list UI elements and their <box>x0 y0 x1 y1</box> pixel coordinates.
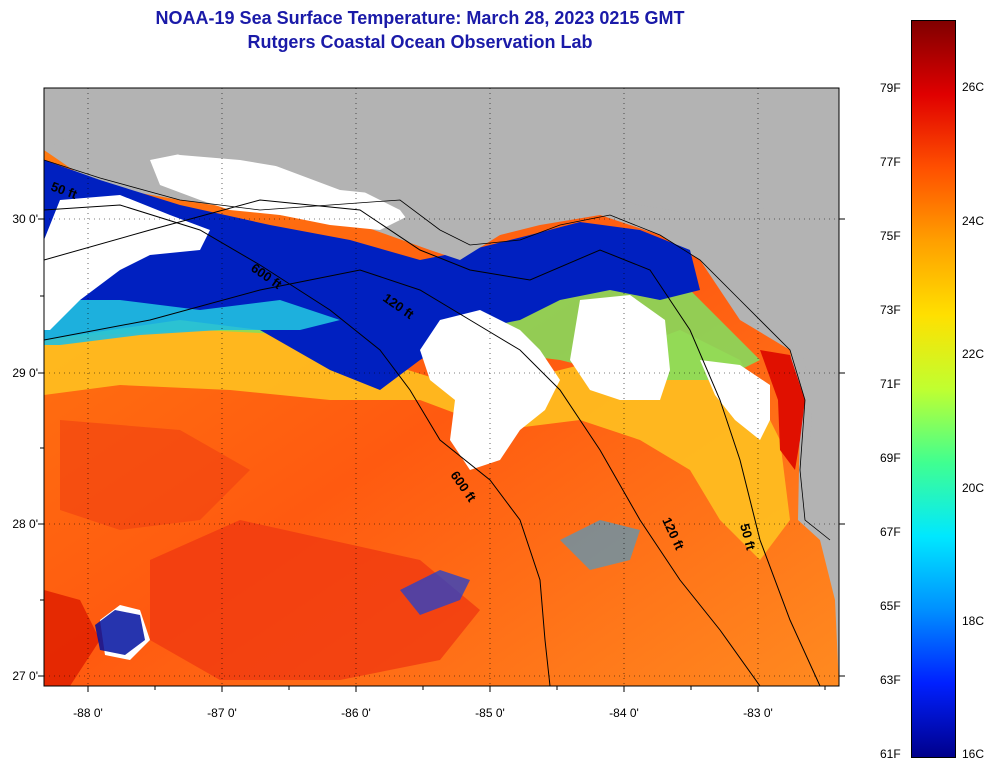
page-subtitle: Rutgers Coastal Ocean Observation Lab <box>247 32 593 52</box>
lon-label-83: -83 0' <box>743 706 773 720</box>
cold-streak-south <box>400 570 470 615</box>
southwest-red <box>44 590 100 686</box>
lat-label-28: 28 0' <box>12 517 38 531</box>
scale-f-69: 69F <box>880 451 901 465</box>
isobath-120ft <box>44 269 761 686</box>
nearshore-cold <box>44 160 700 390</box>
scale-c-24: 24C <box>962 214 985 228</box>
lon-label-87: -87 0' <box>207 706 237 720</box>
lat-label-29: 29 0' <box>12 366 38 380</box>
color-scale-bar <box>911 20 956 758</box>
map-image <box>44 88 839 686</box>
panhandle-land <box>44 88 839 260</box>
warm-core <box>150 520 480 680</box>
scale-c-18: 18C <box>962 614 985 628</box>
tick-marks <box>38 218 845 692</box>
page-title: NOAA-19 Sea Surface Temperature: March 2… <box>155 8 685 28</box>
lon-label-86: -86 0' <box>341 706 371 720</box>
isobath-50ft <box>44 199 821 686</box>
scale-f-63: 63F <box>880 673 901 687</box>
scale-c-16: 16C <box>962 747 985 761</box>
coastal-hot-strip <box>760 350 805 470</box>
scale-c-20: 20C <box>962 481 985 495</box>
cloud-northwest <box>44 195 210 330</box>
isobath-label-50ft: 50 ft <box>737 522 759 552</box>
warm-core-east <box>60 420 250 530</box>
coastline <box>44 159 831 541</box>
scale-f-61: 61F <box>880 747 901 761</box>
scale-f-65: 65F <box>880 599 901 613</box>
scale-f-67: 67F <box>880 525 901 539</box>
cloud-central <box>420 310 560 470</box>
scale-f-77: 77F <box>880 155 901 169</box>
scale-f-73: 73F <box>880 303 901 317</box>
cloud-southwest-cold <box>95 610 145 655</box>
scale-c-22: 22C <box>962 347 985 361</box>
cloud-coast <box>700 360 770 440</box>
cloud-east <box>570 295 670 400</box>
scale-c-26: 26C <box>962 80 985 94</box>
lon-label-84: -84 0' <box>609 706 639 720</box>
lon-label-85: -85 0' <box>475 706 505 720</box>
cloud-north <box>150 150 410 230</box>
cyan-band <box>44 300 340 345</box>
lat-label-27: 27 0' <box>12 669 38 683</box>
scale-f-75: 75F <box>880 229 901 243</box>
map-frame <box>43 87 840 687</box>
isobath-600ft <box>44 204 551 686</box>
lon-label-88: -88 0' <box>73 706 103 720</box>
scale-f-71: 71F <box>880 377 901 391</box>
scale-f-79: 79F <box>880 81 901 95</box>
cold-streak-mid <box>560 520 640 570</box>
lat-label-30: 30 0' <box>12 212 38 226</box>
